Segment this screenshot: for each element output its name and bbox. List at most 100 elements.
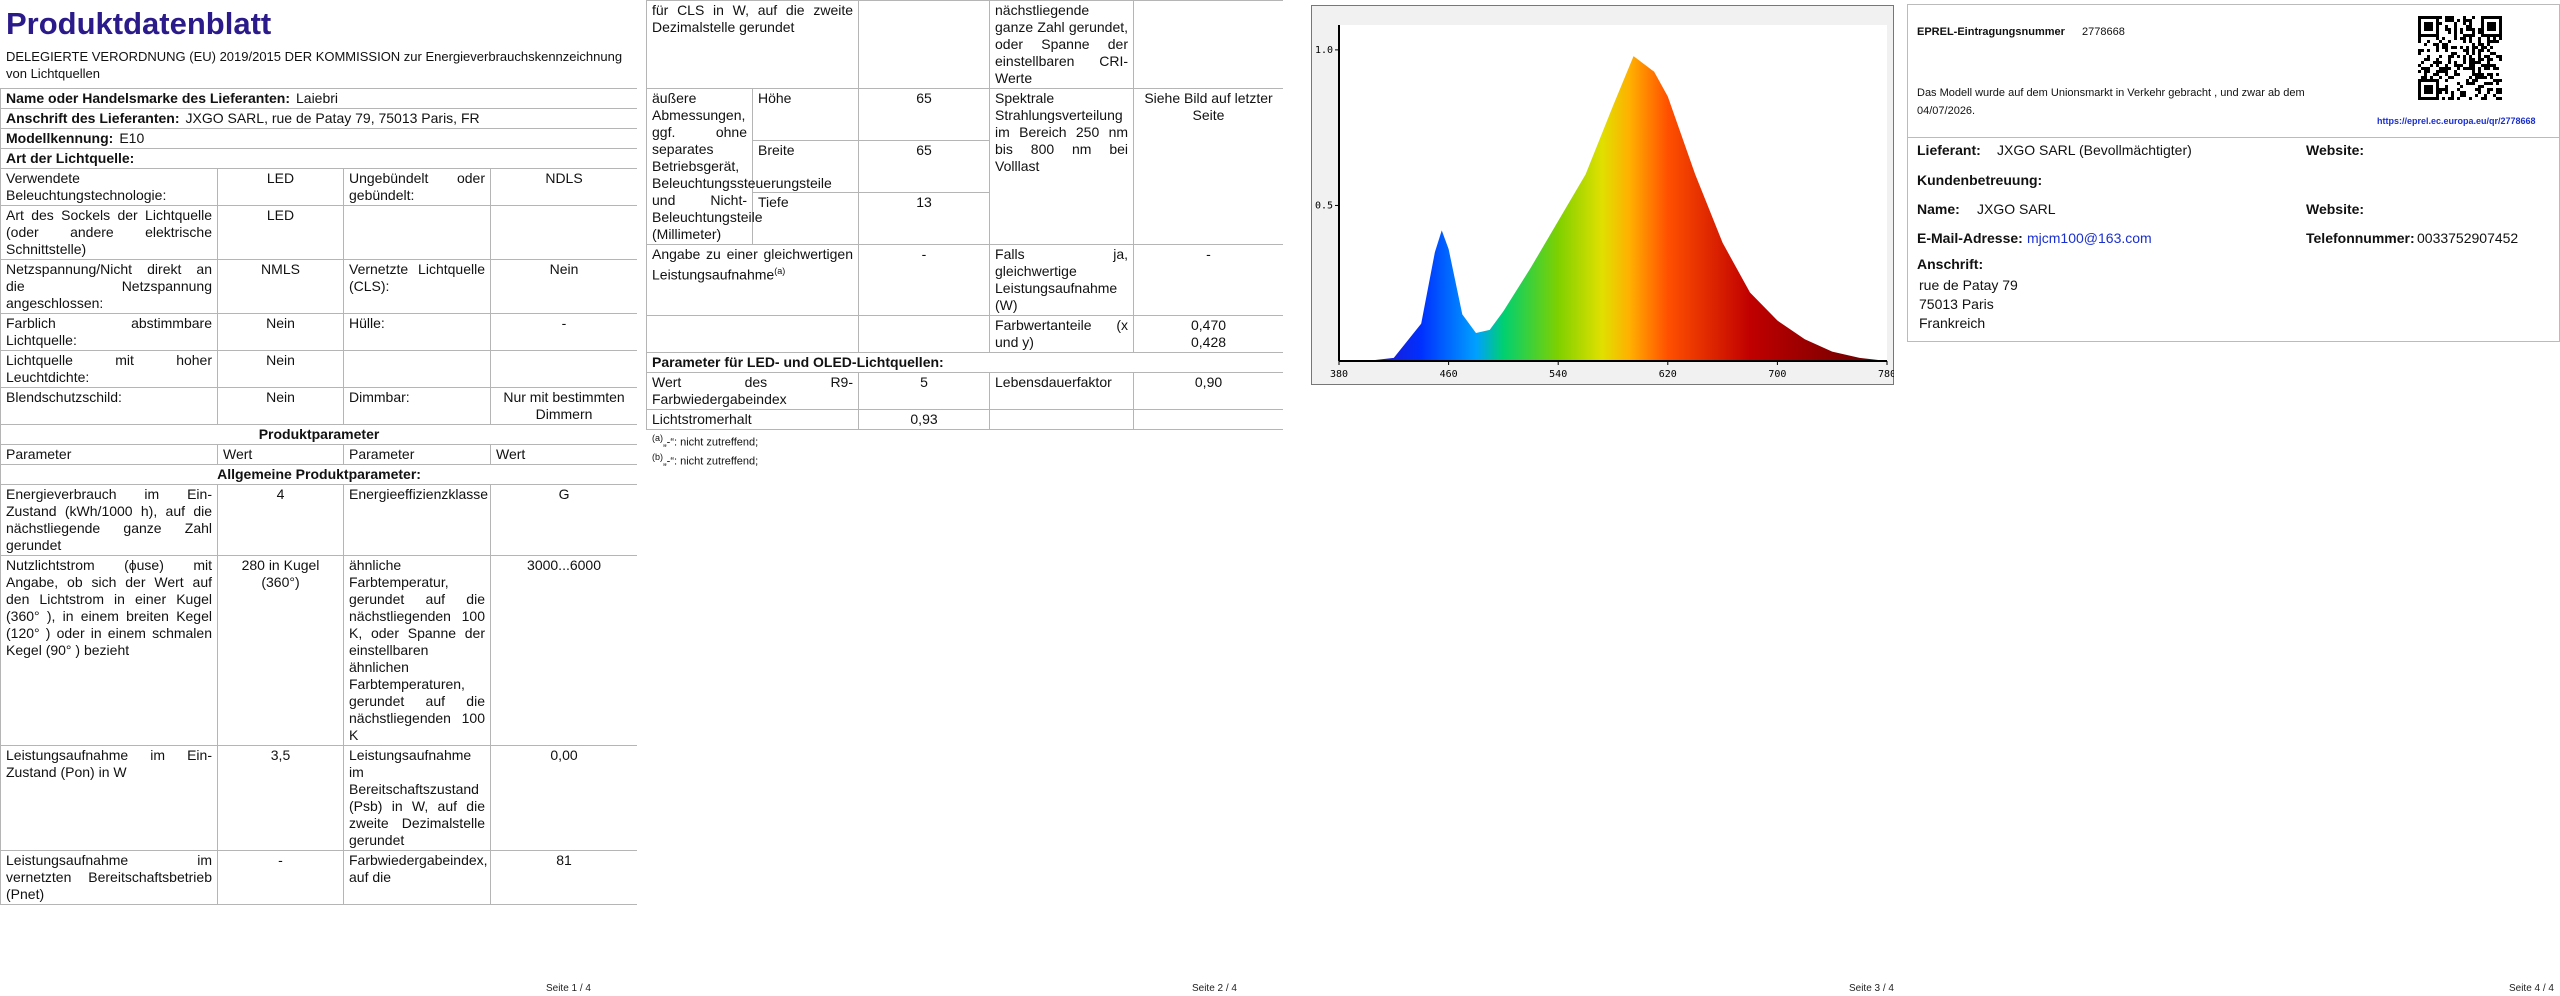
qr-module [2439,16,2442,19]
table-cell: Leistungsaufnahme im vernetzten Bereitsc… [0,850,218,905]
qr-module [2445,28,2448,31]
qr-module [2481,49,2484,52]
table-row: Farblich abstimmbare Lichtquelle: Nein Hül… [0,313,637,351]
qr-module [2457,82,2460,85]
qr-module [2460,64,2463,67]
qr-module [2448,97,2451,100]
qr-module [2463,22,2466,25]
table-cell: - [858,244,991,316]
eprel-label: EPREL-Eintragungsnummer [1917,26,2065,38]
x-tick-label: 780 [1878,369,1894,380]
qr-module [2478,76,2481,79]
cell-text: Angabe zu einer gleichwertigen Leistungs… [652,246,854,283]
email-value: mjcm100@163.com [2027,230,2152,246]
table-cell [989,409,1135,430]
qr-module [2496,40,2499,43]
qr-module [2469,25,2472,28]
qr-module [2478,70,2481,73]
table-cell: G [489,484,637,556]
qr-module [2475,79,2478,82]
qr-module [2439,70,2442,73]
table-cell: Tiefe [751,192,860,245]
qr-module [2475,94,2478,97]
page-footer: Seite 3 / 4 [1848,983,1894,994]
table-cell: Netzspannung/Nicht direkt an die Netzspa… [0,259,218,314]
table-cell: 81 [489,850,637,905]
table-cell: 3000...6000 [489,555,637,746]
table-cell: Farbwiedergabeindex, auf die [343,850,491,905]
table-cell: Wert [489,444,637,465]
qr-module [2424,76,2427,79]
table-cell: Falls ja, gleichwertige Leistungsaufnahm… [989,244,1135,316]
table-cell: Energieeffizienzklasse [343,484,491,556]
regulation: DELEGIERTE VERORDNUNG (EU) 2019/2015 DER… [6,49,623,81]
table-row: Blendschutzschild: Nein Dimmbar: Nur mit be… [0,387,637,425]
table-cell: Dimmbar: [343,387,491,425]
qr-module [2439,61,2442,64]
qr-module [2496,82,2499,85]
qr-module [2466,82,2469,85]
qr-module [2460,85,2463,88]
qr-module [2451,76,2454,79]
table-row: Parameter für LED- und OLED-Lichtquellen… [646,352,1283,373]
qr-module [2478,28,2481,31]
qr-module [2487,49,2490,52]
eprel-number: 2778668 [2082,26,2125,38]
address-line: rue de Patay 79 [1919,277,2018,293]
x-tick-label: 460 [1440,369,1458,380]
y-tick-label: 0.5 [1315,200,1333,211]
qr-module [2448,55,2451,58]
qr-module [2424,43,2427,46]
qr-module [2418,70,2421,73]
qr-module [2487,37,2490,40]
qr-module [2460,94,2463,97]
qr-module [2469,55,2472,58]
qr-module [2487,22,2496,31]
qr-module [2442,37,2445,40]
qr-module [2451,52,2454,55]
qr-module [2487,73,2490,76]
qr-module [2436,46,2439,49]
qr-module [2499,79,2502,82]
qr-module [2436,70,2439,73]
qr-module [2478,52,2481,55]
qr-module [2454,25,2457,28]
qr-module [2442,46,2445,49]
qr-module [2472,82,2475,85]
qr-module [2478,31,2481,34]
data-table: für CLS in W, auf die zweite Dezimalstel… [646,0,1283,430]
qr-module [2445,64,2448,67]
qr-module [2454,70,2457,73]
qr-module [2484,46,2487,49]
qr-module [2469,40,2472,43]
qr-module [2469,82,2472,85]
qr-module [2418,37,2421,40]
field-value: JXGO SARL, rue de Patay 79, 75013 Paris,… [185,110,480,126]
qr-module [2421,76,2424,79]
qr-module [2463,91,2466,94]
qr-module [2448,67,2451,70]
table-row: Art des Sockels der Lichtquelle (oder an… [0,205,637,260]
table-cell: - [1133,244,1283,316]
qr-module [2433,43,2436,46]
footnote-text: „-“: nicht zutreffend; [663,436,759,449]
table-cell: Siehe Bild auf letzter Seite [1133,88,1283,245]
table-row: Leistungsaufnahme im Ein-Zustand (Pon) i… [0,745,637,851]
qr-module [2484,94,2487,97]
qr-module [2493,67,2496,70]
qr-module [2445,43,2448,46]
qr-module [2484,55,2487,58]
qr-module [2472,58,2475,61]
qr-module [2445,91,2448,94]
table-row: äußere Abmessungen, ggf. ohne separates … [646,88,1283,245]
table-cell: Anschrift des Lieferanten: JXGO SARL, rue… [0,108,637,129]
qr-module [2442,70,2445,73]
qr-module [2469,19,2472,22]
qr-module [2472,31,2475,34]
qr-module [2454,52,2457,55]
qr-module [2490,88,2493,91]
page-footer: Seite 4 / 4 [2508,983,2554,994]
table-row: Art der Lichtquelle: [0,148,637,169]
qr-module [2472,52,2475,55]
qr-module [2451,16,2454,19]
